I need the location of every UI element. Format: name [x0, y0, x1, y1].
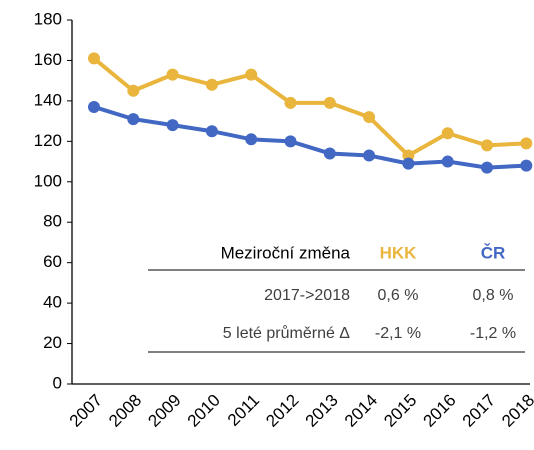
- point: [88, 52, 100, 65]
- point: [127, 84, 140, 97]
- table-header: ČR: [481, 243, 506, 262]
- table-cell: 5 leté průměrné Δ: [223, 324, 351, 342]
- x-tick-label: 2016: [420, 391, 460, 431]
- x-tick-label: 2017: [459, 391, 499, 431]
- table-header: Meziroční změna: [221, 243, 351, 262]
- point: [323, 96, 336, 109]
- series-line: [92, 56, 527, 158]
- y-tick-label: 160: [34, 50, 62, 69]
- y-tick-label: 140: [34, 90, 62, 109]
- x-tick-label: 2008: [105, 391, 145, 431]
- point: [88, 100, 100, 113]
- x-tick-label: 2018: [498, 391, 534, 431]
- point: [166, 68, 179, 81]
- point: [205, 78, 218, 91]
- y-tick-label: 180: [34, 9, 62, 28]
- point: [284, 96, 297, 109]
- point: [520, 159, 533, 172]
- point: [363, 111, 376, 124]
- table-cell: 0,8 %: [473, 287, 514, 304]
- point: [166, 119, 179, 132]
- point: [127, 113, 140, 126]
- y-tick-label: 60: [43, 252, 62, 271]
- table-cell: -2,1 %: [375, 325, 421, 342]
- x-tick-label: 2013: [302, 391, 342, 431]
- table-cell: 0,6 %: [378, 287, 419, 304]
- point: [441, 127, 454, 140]
- x-tick-label: 2015: [380, 391, 420, 431]
- point: [245, 133, 258, 146]
- series-line: [93, 105, 527, 170]
- x-tick-label: 2010: [184, 391, 224, 431]
- x-tick-label: 2014: [341, 391, 381, 431]
- x-tick-label: 2009: [144, 391, 184, 431]
- point: [520, 137, 533, 150]
- y-tick-label: 100: [34, 171, 62, 190]
- y-tick-label: 120: [34, 131, 62, 150]
- point: [481, 139, 493, 152]
- table-cell: 2017->2018: [264, 287, 350, 304]
- x-tick-label: 2011: [224, 391, 263, 430]
- x-tick-label: 2012: [262, 391, 302, 431]
- y-tick-label: 0: [53, 373, 62, 392]
- y-tick-label: 80: [43, 212, 62, 231]
- point: [323, 147, 336, 160]
- point: [441, 155, 454, 168]
- point: [402, 157, 415, 170]
- point: [245, 68, 258, 81]
- point: [363, 149, 376, 162]
- point: [205, 125, 218, 138]
- y-tick-label: 20: [43, 333, 62, 352]
- table-cell: -1,2 %: [470, 325, 516, 342]
- x-tick-label: 2007: [66, 391, 106, 431]
- y-tick-label: 40: [43, 293, 62, 312]
- table-header: HKK: [380, 243, 418, 262]
- point: [284, 135, 297, 148]
- point: [481, 161, 493, 174]
